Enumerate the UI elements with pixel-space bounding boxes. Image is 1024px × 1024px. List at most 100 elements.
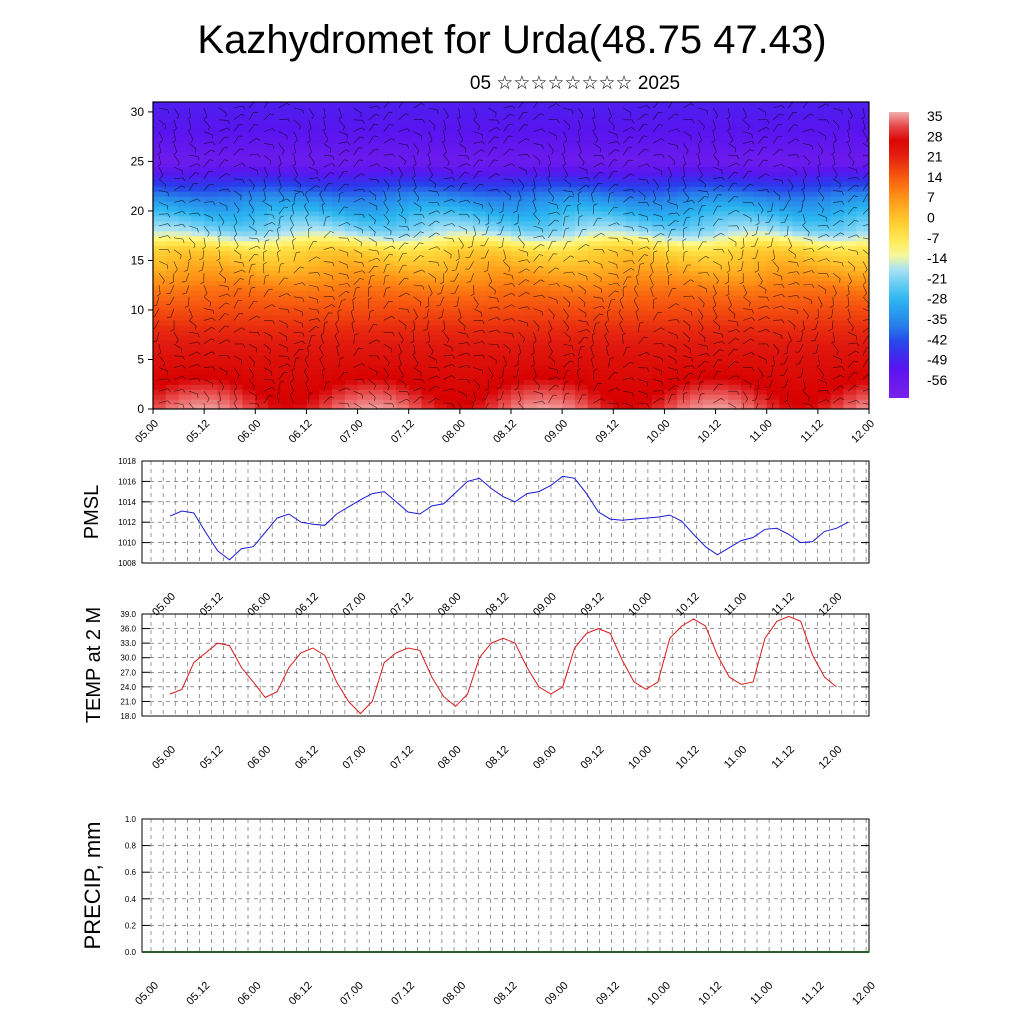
heatmap-cell (434, 116, 448, 123)
heatmap-cell (395, 220, 410, 227)
heatmap-cell (268, 176, 282, 182)
heatmap-cell (165, 354, 180, 361)
wind-barb (188, 198, 198, 203)
heatmap-cell (792, 384, 806, 390)
wind-barb-flag (571, 345, 574, 350)
wind-barb (248, 288, 252, 297)
heatmap-cell (779, 230, 793, 237)
heatmap-cell (191, 220, 205, 227)
heatmap-cell (677, 285, 691, 291)
heatmap-cell (830, 161, 845, 167)
heatmap-cell (408, 191, 423, 197)
wind-barb-flag (374, 265, 379, 268)
heatmap-cell (549, 186, 563, 192)
heatmap-cell (293, 324, 308, 331)
wind-barb-flag (233, 399, 238, 403)
wind-barb-flag (341, 299, 346, 301)
heatmap-cell (613, 319, 627, 326)
wind-barb-flag (272, 128, 276, 132)
wind-barb (323, 172, 331, 180)
heatmap-cell (843, 201, 857, 207)
heatmap-cell (766, 305, 781, 311)
heatmap-cell (587, 136, 602, 143)
heatmap-cell (805, 131, 819, 138)
heatmap-cell (805, 151, 819, 158)
heatmap-cell (690, 121, 704, 128)
wind-barb-flag (183, 270, 188, 272)
wind-barb-flag (499, 211, 504, 214)
heatmap-cell (319, 220, 333, 227)
heatmap-cell (191, 399, 205, 405)
wind-barb (458, 342, 468, 345)
heatmap-cell (383, 111, 397, 118)
heatmap-cell (319, 364, 333, 370)
wind-barb (443, 107, 449, 116)
wind-barb-flag (565, 392, 570, 395)
heatmap-cell (216, 309, 231, 316)
wind-barb-flag (422, 119, 425, 123)
heatmap-cell (319, 394, 333, 400)
heatmap-cell (805, 210, 819, 217)
heatmap-cell (459, 285, 474, 291)
wind-barb-flag (286, 198, 291, 202)
heatmap-cell (255, 354, 269, 361)
heatmap-cell (741, 181, 755, 187)
wind-barb-flag (197, 333, 200, 338)
heatmap-cell (242, 404, 256, 409)
wind-barb (383, 301, 390, 309)
wind-barb-flag (483, 270, 488, 273)
heatmap-cell (856, 334, 869, 341)
heatmap-cell (472, 374, 487, 380)
heatmap-cell (664, 379, 678, 385)
heatmap-cell (153, 230, 167, 237)
heatmap-cell (728, 186, 742, 192)
wind-barb (293, 190, 303, 193)
heatmap-cell (319, 141, 333, 148)
wind-barb (533, 190, 536, 200)
heatmap-cell (153, 295, 167, 301)
heatmap-cell (485, 201, 499, 207)
heatmap-cell (357, 280, 371, 286)
heatmap-cell (587, 339, 602, 346)
wind-barb-flag (422, 214, 425, 219)
wind-barb-flag (290, 226, 294, 230)
wind-barb-flag (368, 285, 373, 289)
heatmap-cell (766, 245, 781, 252)
heatmap-cell (651, 364, 666, 370)
heatmap-cell (651, 290, 666, 296)
wind-barb (503, 105, 513, 109)
heatmap-cell (153, 300, 167, 306)
heatmap-cell (843, 339, 857, 346)
heatmap-cell (817, 344, 832, 351)
heatmap-cell (357, 349, 371, 356)
wind-barb-flag (304, 368, 307, 372)
wind-barb-flag (577, 368, 582, 371)
heatmap-cell (293, 136, 308, 143)
wind-barb (323, 272, 333, 277)
heatmap-cell (485, 121, 499, 128)
heatmap-cell (472, 389, 487, 395)
heatmap-cell (702, 285, 717, 291)
wind-barb-flag (284, 277, 289, 279)
wind-barb (203, 351, 213, 357)
wind-barb-flag (319, 344, 322, 349)
heatmap-cell (344, 205, 359, 212)
heatmap-cell (626, 156, 640, 163)
heatmap-cell (549, 201, 563, 207)
wind-barb (173, 107, 180, 116)
wind-barb (518, 306, 528, 309)
heatmap-cell (178, 374, 192, 380)
wind-barb-flag (207, 398, 210, 403)
wind-barb-flag (451, 364, 456, 368)
heatmap-cell (600, 205, 614, 212)
heatmap-cell (344, 399, 359, 405)
wind-barb-flag (251, 374, 255, 379)
heatmap-cell (421, 324, 435, 331)
heatmap-cell (280, 270, 295, 276)
heatmap-cell (817, 240, 832, 247)
heatmap-cell (485, 314, 499, 321)
wind-barb (368, 390, 376, 398)
wind-barb-flag (441, 140, 446, 144)
heatmap-cell (856, 369, 869, 375)
wind-barb (368, 213, 376, 221)
